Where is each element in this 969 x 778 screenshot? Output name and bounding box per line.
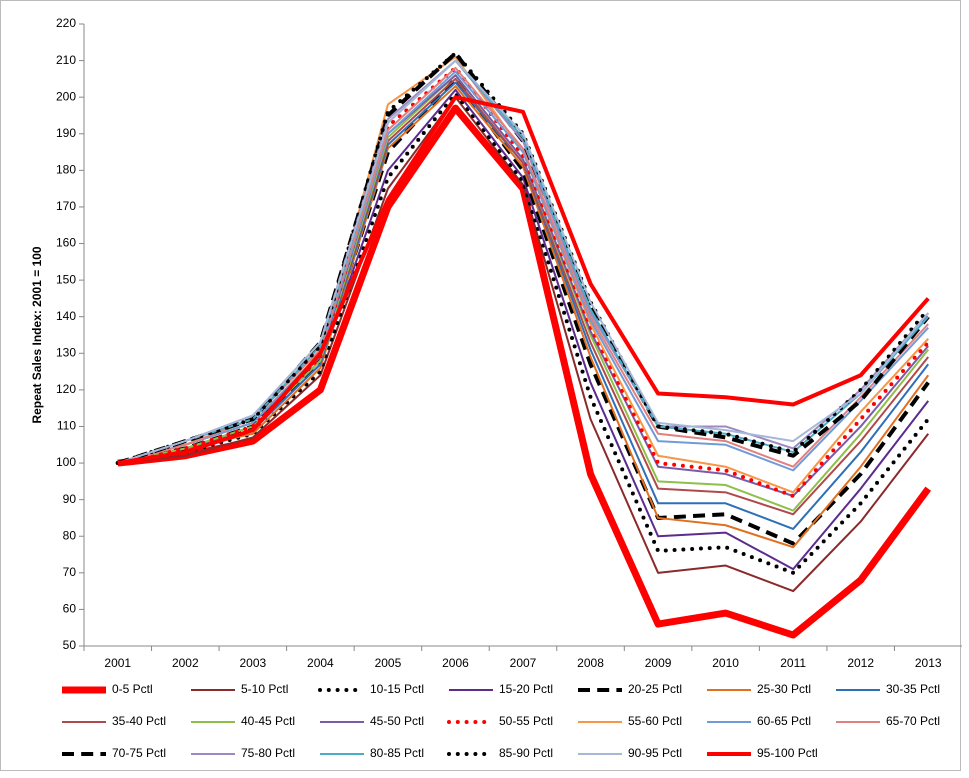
legend-label: 55-60 Pctl: [628, 714, 682, 728]
series-line: [115, 91, 931, 575]
x-tick-label: 2004: [307, 656, 334, 670]
x-tick-label: 2009: [645, 656, 672, 670]
legend-label: 50-55 Pctl: [499, 714, 553, 728]
legend-label: 20-25 Pctl: [628, 682, 682, 696]
legend-label: 65-70 Pctl: [886, 714, 940, 728]
legend-label: 35-40 Pctl: [112, 714, 166, 728]
legend-label: 90-95 Pctl: [628, 746, 682, 760]
x-tick-label: 2003: [239, 656, 266, 670]
x-tick-label: 2001: [104, 656, 131, 670]
series-line: [117, 70, 929, 472]
legend-label: 30-35 Pctl: [886, 682, 940, 696]
y-tick-label: 150: [56, 272, 76, 286]
series-line: [117, 96, 930, 593]
legend-label: 60-65 Pctl: [757, 714, 811, 728]
legend-label: 15-20 Pctl: [499, 682, 553, 696]
legend-label: 85-90 Pctl: [499, 746, 553, 760]
y-tick-label: 170: [56, 199, 76, 213]
series-line: [117, 85, 930, 549]
x-tick-label: 2008: [577, 656, 604, 670]
y-tick-label: 130: [56, 345, 76, 359]
x-tick-label: 2011: [780, 656, 806, 670]
legend-label: 45-50 Pctl: [370, 714, 424, 728]
x-tick-label: 2012: [847, 656, 874, 670]
y-tick-label: 180: [56, 163, 76, 177]
legend-label: 10-15 Pctl: [370, 682, 424, 696]
x-tick-label: 2002: [172, 656, 199, 670]
series-line: [117, 59, 929, 465]
y-tick-label: 190: [56, 126, 76, 140]
legend-label: 5-10 Pctl: [241, 682, 288, 696]
y-axis-label: Repeat Sales Index: 2001 = 100: [30, 246, 44, 423]
x-tick-label: 2006: [442, 656, 469, 670]
y-tick-label: 100: [56, 455, 76, 469]
legend-label: 80-85 Pctl: [370, 746, 424, 760]
x-tick-label: 2007: [510, 656, 537, 670]
x-tick-label: 2010: [712, 656, 739, 670]
x-tick-label: 2013: [915, 656, 942, 670]
y-tick-label: 210: [56, 53, 76, 67]
legend-label: 40-45 Pctl: [241, 714, 295, 728]
legend-label: 0-5 Pctl: [112, 682, 153, 696]
series-line: [117, 104, 932, 639]
series-line: [115, 51, 931, 466]
legend-label: 70-75 Pctl: [112, 746, 166, 760]
y-tick-label: 50: [63, 638, 77, 652]
y-tick-label: 70: [63, 565, 77, 579]
x-tick-label: 2005: [375, 656, 402, 670]
series-line: [115, 65, 931, 498]
series-line: [117, 95, 930, 466]
y-tick-label: 120: [56, 382, 76, 396]
legend-label: 95-100 Pctl: [757, 746, 818, 760]
legend-label: 75-80 Pctl: [241, 746, 295, 760]
y-tick-label: 110: [57, 419, 76, 433]
y-tick-label: 80: [63, 528, 77, 542]
y-tick-label: 140: [56, 309, 76, 323]
y-tick-label: 220: [56, 16, 76, 30]
y-tick-label: 60: [63, 602, 77, 616]
legend-label: 25-30 Pctl: [757, 682, 811, 696]
y-tick-label: 90: [63, 492, 77, 506]
y-tick-label: 200: [56, 89, 76, 103]
y-tick-label: 160: [56, 236, 76, 250]
